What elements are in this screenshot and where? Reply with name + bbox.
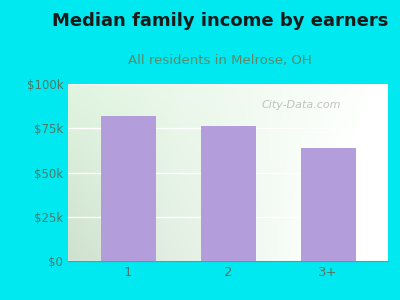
Bar <box>200 127 256 261</box>
Text: All residents in Melrose, OH: All residents in Melrose, OH <box>128 54 312 67</box>
Bar <box>100 116 156 261</box>
Bar <box>300 148 356 261</box>
Text: City-Data.com: City-Data.com <box>262 100 341 110</box>
Text: Median family income by earners: Median family income by earners <box>52 12 388 30</box>
